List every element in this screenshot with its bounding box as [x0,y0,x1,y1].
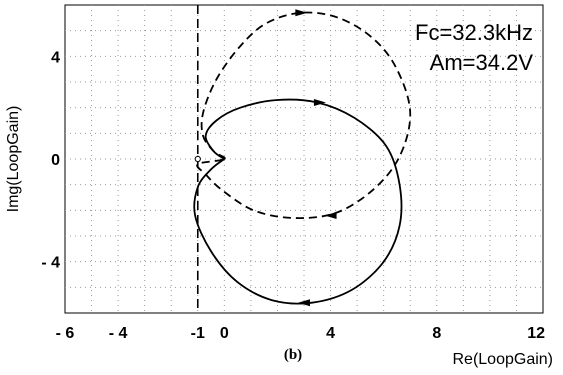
plot-area [64,4,544,314]
y-tick-labels: 4 0 - 4 [41,49,60,271]
x-tick-label: - 4 [109,325,128,342]
x-tick-label: - 6 [56,325,75,342]
x-tick-labels: - 6 - 4 -1 0 4 8 12 [56,325,545,342]
x-tick-label: -1 [191,325,205,342]
x-tick-label: 4 [326,325,335,342]
y-tick-label: - 4 [41,255,60,272]
direction-arrow [313,99,326,107]
solid-locus [193,98,403,305]
figure-caption: (b) [284,347,302,363]
direction-arrow [324,211,337,219]
annotation-fc: Fc=32.3kHz [415,20,533,45]
dashed-locus [196,11,412,220]
y-tick-label: 0 [51,152,60,169]
x-tick-label: 0 [220,325,229,342]
x-tick-label: 8 [432,325,441,342]
x-axis-label: Re(LoopGain) [453,351,554,368]
direction-arrow [298,299,310,307]
series-group [193,9,412,307]
critical-point-marker [194,155,201,163]
annotation-am: Am=34.2V [430,50,534,75]
x-tick-label: 12 [527,325,545,342]
y-axis-label: Img(LoopGain) [5,106,22,213]
direction-arrow [295,9,308,17]
y-tick-label: 4 [51,49,60,66]
